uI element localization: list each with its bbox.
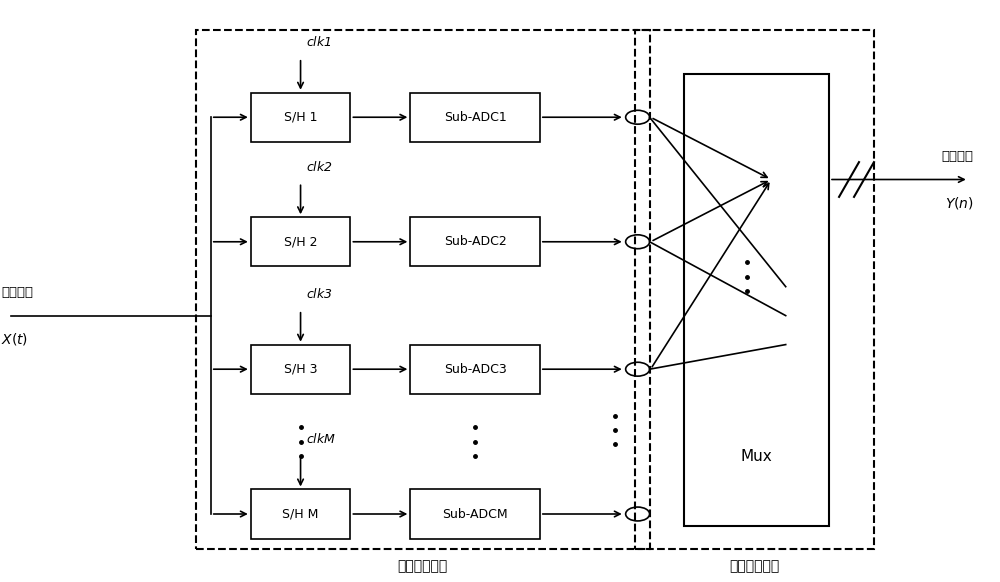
Text: 数字输出: 数字输出 [942,150,974,163]
Text: S/H 3: S/H 3 [284,363,317,376]
Bar [684,74,829,526]
Text: $clk$2: $clk$2 [306,159,332,173]
Bar [635,30,874,549]
Text: Mux: Mux [741,449,773,464]
Text: Sub-ADC3: Sub-ADC3 [444,363,506,376]
Text: S/H M: S/H M [282,508,319,520]
Bar [410,489,540,538]
Text: Sub-ADC1: Sub-ADC1 [444,111,506,124]
Bar [251,345,350,394]
Text: $clk$3: $clk$3 [306,287,332,301]
Text: S/H 1: S/H 1 [284,111,317,124]
Text: $clk$M: $clk$M [306,432,336,446]
Bar [196,30,650,549]
Bar [410,345,540,394]
Text: 模拟输入: 模拟输入 [1,286,33,299]
Text: 数据复合模块: 数据复合模块 [729,559,779,573]
Text: Sub-ADCM: Sub-ADCM [442,508,508,520]
Text: 模数转换模块: 模数转换模块 [398,559,448,573]
Bar [251,489,350,538]
Bar [410,93,540,142]
Text: $clk$1: $clk$1 [306,35,331,49]
Text: S/H 2: S/H 2 [284,235,317,249]
Text: Sub-ADC2: Sub-ADC2 [444,235,506,249]
Bar [251,217,350,267]
Text: $Y(n)$: $Y(n)$ [945,194,974,211]
Text: $X(t)$: $X(t)$ [1,331,29,347]
Bar [410,217,540,267]
Bar [251,93,350,142]
